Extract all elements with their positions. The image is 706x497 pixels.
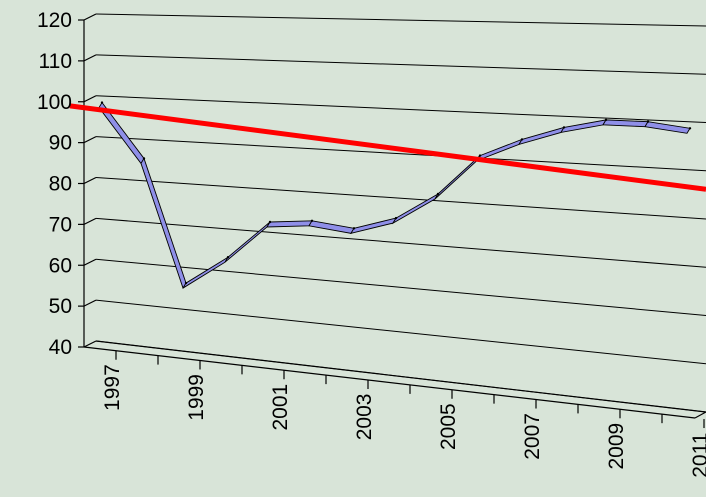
y-tick-depth xyxy=(83,176,97,185)
x-tick-label-1999: 1999 xyxy=(185,374,208,421)
y-tick-depth xyxy=(83,13,97,21)
x-tick-label-2001: 2001 xyxy=(269,384,292,431)
reference-line-red xyxy=(69,103,706,192)
data-point-2002 xyxy=(310,219,314,222)
gridline-80 xyxy=(95,177,706,220)
series-ribbon xyxy=(98,101,692,290)
data-point-1997 xyxy=(100,101,104,104)
y-tick-label: 50 xyxy=(49,295,72,318)
x-axis xyxy=(83,346,696,419)
gridline-110 xyxy=(95,54,706,75)
series-segment xyxy=(140,157,187,290)
gridline-50 xyxy=(95,299,706,365)
data-point-2009 xyxy=(604,118,608,122)
y-tick-label: 110 xyxy=(39,50,72,73)
y-tick-label: 40 xyxy=(49,336,72,359)
data-point-2007 xyxy=(520,138,524,141)
y-tick-depth xyxy=(83,95,97,103)
series-segment xyxy=(644,121,691,134)
y-tick-label: 120 xyxy=(37,9,72,32)
gridline-120 xyxy=(95,13,706,27)
y-tick-depth xyxy=(83,258,97,266)
gridlines xyxy=(95,13,706,413)
series-segment xyxy=(602,119,649,128)
y-tick-label: 100 xyxy=(37,91,72,114)
data-point-2004 xyxy=(394,216,398,220)
x-tick-label-2005: 2005 xyxy=(437,403,460,450)
y-tick-label: 90 xyxy=(49,132,72,155)
series-segment xyxy=(182,256,229,289)
floor-right-edge xyxy=(694,411,706,419)
gridline-100 xyxy=(95,95,706,123)
data-point-2001 xyxy=(268,220,272,224)
y-tick-label: 60 xyxy=(49,254,72,277)
y-tick-depth xyxy=(83,340,97,348)
y-tick-label: 70 xyxy=(49,213,72,236)
series-segment xyxy=(266,220,313,228)
x-tick-label-2003: 2003 xyxy=(353,394,376,441)
series-segment xyxy=(434,155,481,200)
x-tick-label-2007: 2007 xyxy=(521,413,544,460)
data-point-2005 xyxy=(436,192,440,196)
data-point-1999 xyxy=(184,281,188,285)
series-segment xyxy=(518,126,565,146)
data-point-2008 xyxy=(562,126,566,129)
floor-back-edge xyxy=(95,340,706,413)
y-tick-depth xyxy=(83,136,97,144)
reference-line xyxy=(69,103,706,192)
gridline-90 xyxy=(95,136,706,172)
data-point-2011 xyxy=(688,127,692,130)
y-tick-depth xyxy=(83,217,97,225)
series-segment xyxy=(475,138,524,162)
y-tick-labels: 40 50 60 70 80 90 100 110 120 xyxy=(37,9,72,359)
gridline-70 xyxy=(95,217,706,268)
series-segment xyxy=(560,119,607,134)
y-tick-depth xyxy=(83,299,97,307)
data-point-1998 xyxy=(142,157,146,160)
y-tick-depth xyxy=(83,54,97,62)
x-tick-label-2011: 2011 xyxy=(689,433,706,478)
data-point-2000 xyxy=(226,256,230,259)
gridline-60 xyxy=(95,258,706,316)
data-point-2003 xyxy=(352,227,356,230)
data-point-2006 xyxy=(478,154,482,157)
axes xyxy=(78,13,706,429)
series-segment xyxy=(308,220,355,234)
x-tick-labels: 1997 1999 2001 2003 2005 2007 2009 2011 xyxy=(101,364,706,477)
series-segment xyxy=(350,217,397,235)
x-tick-label-2009: 2009 xyxy=(605,423,628,470)
data-point-2010 xyxy=(646,120,650,123)
series-segment xyxy=(224,221,271,263)
x-tick-label-1997: 1997 xyxy=(101,364,124,411)
y-tick-label: 80 xyxy=(49,173,72,196)
